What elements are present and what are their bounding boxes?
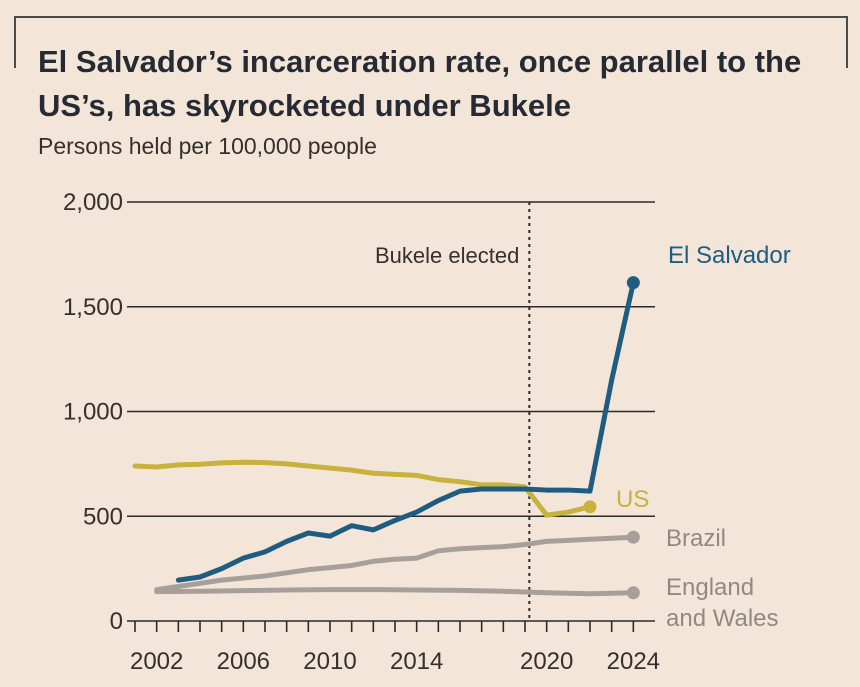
series-line-el-salvador xyxy=(175,280,636,583)
chart-title: El Salvador’s incarceration rate, once p… xyxy=(38,44,802,123)
x-tick-label-2024: 2024 xyxy=(607,648,660,675)
y-tick-label-500: 500 xyxy=(83,503,123,530)
y-tick-label-1000: 1,000 xyxy=(63,399,123,426)
x-tick-label-2006: 2006 xyxy=(217,648,270,675)
series-line-england-and-wales xyxy=(154,587,636,597)
frame-right-border xyxy=(846,16,848,68)
y-tick-label-2000: 2,000 xyxy=(63,189,123,216)
y-tick-label-1500: 1,500 xyxy=(63,294,123,321)
frame-left-border xyxy=(14,16,16,68)
series-label-el-salvador: El Salvador xyxy=(668,242,791,269)
series-end-marker-brazil xyxy=(626,530,640,544)
bukele-elected-label: Bukele elected xyxy=(375,243,519,268)
chart-subtitle: Persons held per 100,000 people xyxy=(38,133,377,159)
series-label-us: US xyxy=(616,486,649,513)
x-tick-label-2020: 2020 xyxy=(520,648,573,675)
series-label-england-line2: and Wales xyxy=(666,605,779,632)
series-end-marker-england-and-wales xyxy=(626,586,640,600)
series-end-marker-el-salvador xyxy=(626,276,640,290)
frame-top-border xyxy=(14,16,848,18)
x-tick-label-2002: 2002 xyxy=(130,648,183,675)
series-label-england-line1: England xyxy=(666,574,754,601)
y-tick-label-0: 0 xyxy=(110,608,123,635)
x-tick-label-2014: 2014 xyxy=(390,648,443,675)
series-label-brazil: Brazil xyxy=(666,525,726,552)
series-end-marker-us xyxy=(583,500,597,514)
x-tick-label-2010: 2010 xyxy=(303,648,356,675)
series-line-brazil xyxy=(154,534,636,593)
series-line-us xyxy=(132,459,593,518)
